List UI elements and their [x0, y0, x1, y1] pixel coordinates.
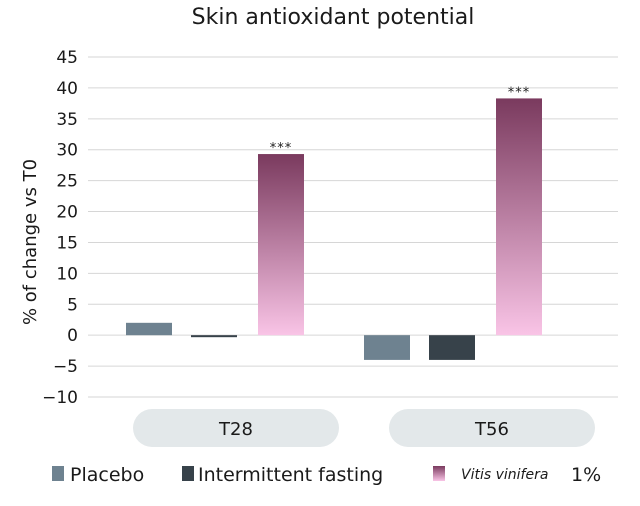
bar-intermittent-fasting-t56: [429, 335, 475, 360]
y-tick-label: 45: [56, 48, 78, 68]
y-tick-label: 0: [67, 326, 78, 346]
legend-label-placebo: Placebo: [70, 464, 144, 486]
category-pill: [133, 409, 339, 447]
bar-vitis-vinifera-t56: [496, 98, 542, 336]
legend-swatch-placebo: [52, 466, 64, 481]
significance-label: ***: [508, 85, 531, 100]
x-axis-categories: T28 T56: [133, 409, 595, 447]
legend-label-vitis-suffix: 1%: [571, 464, 601, 486]
annotations: *** ***: [270, 85, 531, 156]
legend: Placebo Intermittent fasting Vitis vinifer…: [52, 464, 601, 486]
y-tick-label: 40: [56, 79, 78, 99]
y-tick-label: 35: [56, 110, 78, 130]
bar-vitis-vinifera-t28: [258, 154, 304, 336]
y-tick-label: 20: [56, 203, 78, 223]
significance-label: ***: [270, 141, 293, 156]
y-tick-label: −5: [53, 357, 78, 377]
category-label: T28: [218, 419, 253, 440]
category-label: T56: [474, 419, 509, 440]
y-tick-label: 25: [56, 172, 78, 192]
category-pill: [389, 409, 595, 447]
chart-title: Skin antioxidant potential: [192, 5, 475, 30]
bars: [126, 98, 542, 360]
y-tick-label: −10: [42, 388, 78, 408]
y-axis-label: % of change vs T0: [20, 159, 41, 325]
y-tick-label: 30: [56, 141, 78, 161]
y-tick-label: 5: [67, 295, 78, 315]
bar-placebo-t56: [364, 335, 410, 360]
legend-label-intermittent-fasting: Intermittent fasting: [198, 464, 383, 486]
legend-swatch-intermittent-fasting: [182, 466, 194, 481]
legend-swatch-vitis-vinifera: [433, 466, 445, 481]
y-axis-ticks: 45 40 35 30 25 20 15 10 5 0 −5 −10: [42, 48, 78, 408]
y-tick-label: 15: [56, 233, 78, 253]
bar-placebo-t28: [126, 322, 172, 336]
bar-intermittent-fasting-t28: [191, 335, 237, 338]
y-tick-label: 10: [56, 264, 78, 284]
legend-label-vitis-vinifera: Vitis vinifera: [461, 467, 548, 483]
